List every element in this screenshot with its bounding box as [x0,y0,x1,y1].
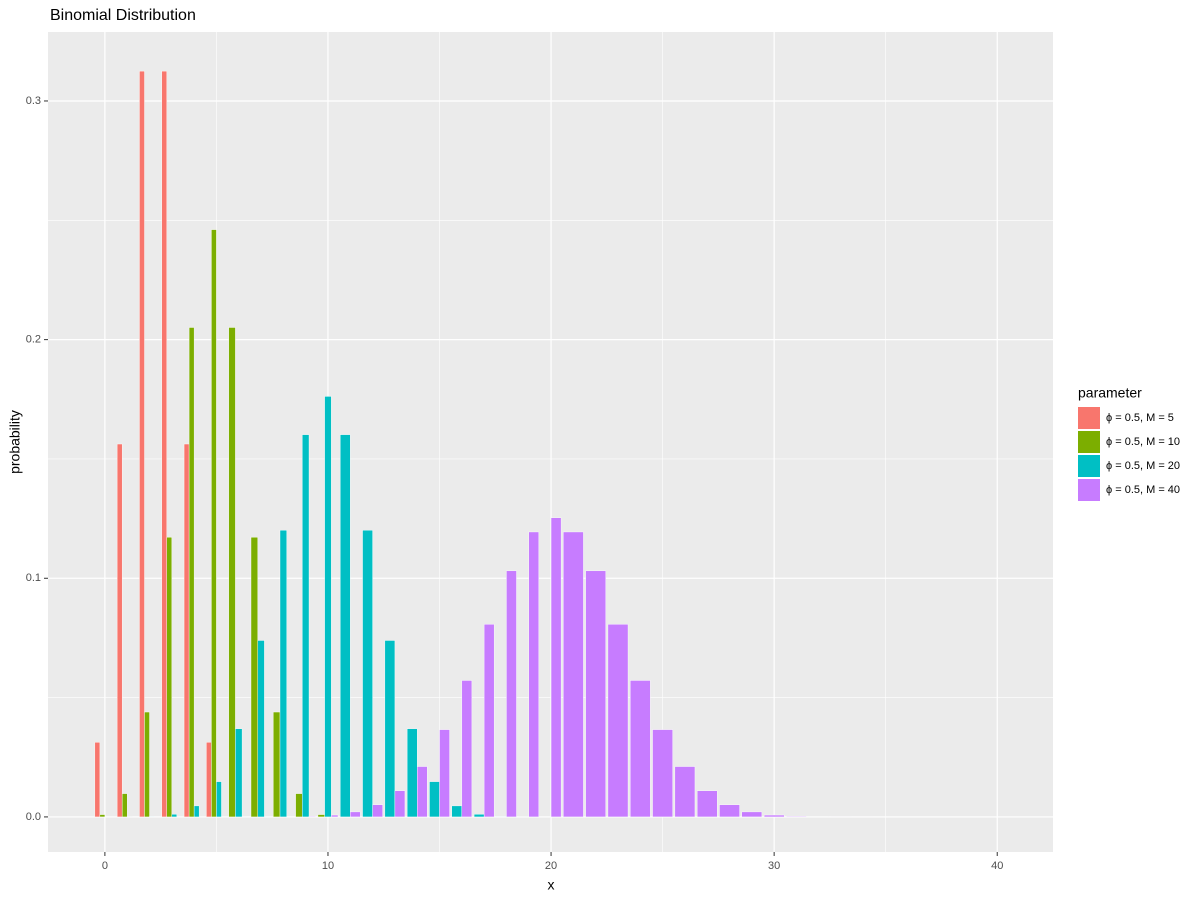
bar [607,624,629,818]
bar [116,443,123,818]
bar [719,804,740,818]
bar [786,816,807,818]
x-tick-label: 10 [322,860,334,872]
bar [193,805,200,818]
bar [99,814,106,818]
bar [473,814,485,818]
y-tick-label: 0.0 [26,811,41,823]
bar [384,640,396,818]
bar [585,570,606,818]
bar [324,396,332,818]
bar [166,537,173,818]
bar [250,537,258,818]
bar [350,811,361,818]
bar [257,640,265,818]
bar [483,624,495,818]
bar [183,443,190,818]
bar [171,814,178,818]
y-tick-label: 0.3 [26,95,41,107]
bar [206,742,212,818]
bar [630,680,651,818]
bar [121,793,128,818]
legend-label: ϕ = 0.5, M = 40 [1106,484,1180,496]
legend-key [1078,431,1100,453]
bar [461,680,473,818]
bar [228,327,236,818]
bar [295,793,303,818]
legend-label: ϕ = 0.5, M = 20 [1106,460,1180,472]
legend-label: ϕ = 0.5, M = 5 [1106,412,1174,424]
bar [550,517,562,818]
bar [506,570,517,818]
bar [94,742,101,818]
y-tick-label: 0.1 [26,572,41,584]
y-tick-label: 0.2 [26,334,41,346]
y-axis-title: probability [7,410,23,474]
bar [161,70,167,818]
x-tick-label: 30 [768,860,780,872]
bar [216,781,222,818]
bar [362,530,373,818]
bar [139,70,145,818]
bar [696,790,718,818]
bar [763,814,785,818]
bar [417,766,428,818]
bar [144,711,150,818]
bar [273,711,281,818]
bar [308,816,316,818]
bar [563,531,584,818]
bar [451,805,463,818]
bar [279,530,287,818]
bar [741,811,763,818]
x-tick-label: 40 [991,860,1003,872]
bar [439,729,450,818]
bar [429,781,440,818]
legend-label: ϕ = 0.5, M = 10 [1106,436,1180,448]
bar [211,229,217,818]
bar [394,790,406,818]
bar [340,434,351,818]
bar [372,804,383,818]
bar [235,728,243,818]
legend-key [1078,455,1100,477]
legend-key [1078,407,1100,429]
bar [528,531,539,818]
chart-title: Binomial Distribution [50,7,196,24]
legend-key [1078,479,1100,501]
x-tick-label: 20 [545,860,557,872]
bar [188,327,195,818]
bar [317,814,325,818]
bar [652,729,673,818]
bar [406,728,418,818]
x-axis-title: x [548,877,555,893]
bar [674,766,696,818]
bar [331,814,339,818]
bar [302,434,310,818]
x-tick-label: 0 [102,860,108,872]
legend-title: parameter [1078,385,1142,401]
